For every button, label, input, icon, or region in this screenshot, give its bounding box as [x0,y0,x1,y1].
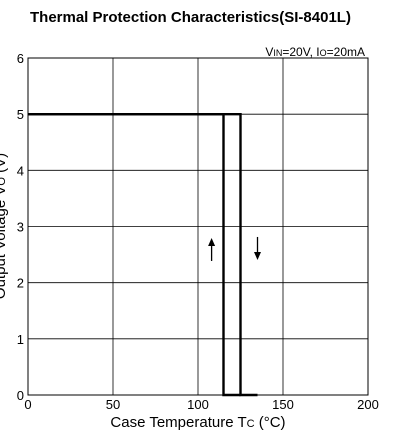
y-tick-label: 6 [17,51,24,66]
direction-arrows [208,236,261,261]
arrow-up-icon [208,237,216,261]
y-tick-label: 5 [17,107,24,122]
x-tick-labels: 0 50 100 150 200 [24,397,378,412]
y-tick-label: 3 [17,220,24,235]
x-tick-label: 150 [272,397,294,412]
x-tick-label: 200 [357,397,379,412]
x-tick-label: 100 [187,397,209,412]
y-axis-label: Output Voltage VO (V) [0,153,9,299]
x-axis-label: Case Temperature TC (°C) [110,414,285,431]
series-line-2 [28,112,241,397]
x-tick-label: 0 [24,397,31,412]
plot-area: 0 50 100 150 200 0 1 2 3 4 5 6 [17,51,379,412]
x-tick-label: 50 [106,397,120,412]
grid [28,58,368,395]
arrow-down-icon [254,236,261,260]
chart-title: Thermal Protection Characteristics(SI-84… [30,9,351,26]
y-tick-label: 2 [17,276,24,291]
y-tick-labels: 0 1 2 3 4 5 6 [17,51,24,403]
y-tick-label: 0 [17,388,24,403]
y-tick-label: 4 [17,163,24,178]
test-condition: VIN=20V, IO=20mA [265,45,365,59]
series-lines [28,112,258,397]
y-tick-label: 1 [17,332,24,347]
